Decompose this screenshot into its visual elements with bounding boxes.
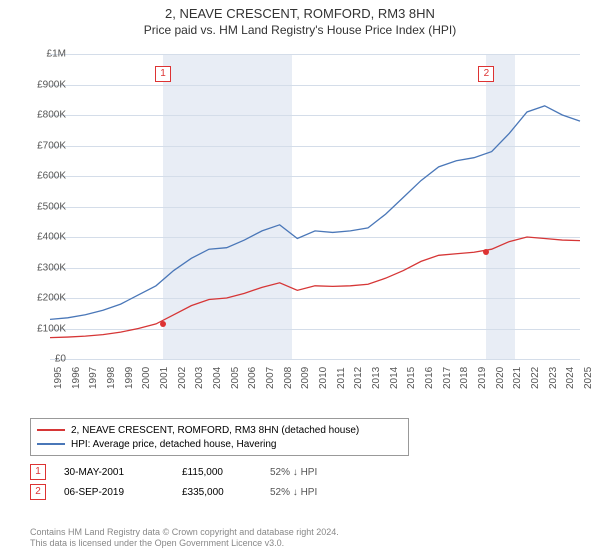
x-axis-label: 2004: [212, 367, 223, 389]
legend-swatch: [37, 443, 65, 445]
footer-line-2: This data is licensed under the Open Gov…: [30, 538, 339, 550]
legend-label: HPI: Average price, detached house, Have…: [71, 439, 277, 450]
x-axis-label: 2008: [283, 367, 294, 389]
sale-date: 30-MAY-2001: [64, 467, 164, 478]
x-axis-label: 2000: [141, 367, 152, 389]
sale-row: 2 06-SEP-2019 £335,000 52% ↓ HPI: [30, 482, 317, 502]
series-line: [50, 237, 580, 338]
x-axis-label: 2005: [230, 367, 241, 389]
sale-marker-box: 1: [30, 464, 46, 480]
y-axis-label: £700K: [26, 140, 66, 151]
x-axis-label: 2019: [477, 367, 488, 389]
sale-pct: 52% ↓ HPI: [270, 487, 317, 498]
y-axis-label: £300K: [26, 262, 66, 273]
x-axis-label: 2017: [442, 367, 453, 389]
sale-pct: 52% ↓ HPI: [270, 467, 317, 478]
legend-row: HPI: Average price, detached house, Have…: [37, 437, 402, 451]
y-axis-label: £200K: [26, 293, 66, 304]
y-axis-label: £0: [26, 354, 66, 365]
chart-area: 12: [50, 54, 580, 359]
chart-titles: 2, NEAVE CRESCENT, ROMFORD, RM3 8HN Pric…: [0, 0, 600, 37]
sale-row: 1 30-MAY-2001 £115,000 52% ↓ HPI: [30, 462, 317, 482]
x-axis-label: 2021: [512, 367, 523, 389]
legend-box: 2, NEAVE CRESCENT, ROMFORD, RM3 8HN (det…: [30, 418, 409, 456]
sale-marker-label: 1: [155, 66, 171, 82]
y-axis-label: £800K: [26, 110, 66, 121]
x-axis-label: 1996: [71, 367, 82, 389]
x-axis-label: 2022: [530, 367, 541, 389]
x-axis-label: 2010: [318, 367, 329, 389]
x-axis-label: 2007: [265, 367, 276, 389]
x-axis-label: 1997: [88, 367, 99, 389]
x-axis-label: 2023: [548, 367, 559, 389]
sale-marker-box: 2: [30, 484, 46, 500]
x-axis-label: 2013: [371, 367, 382, 389]
line-chart-svg: [50, 54, 580, 359]
title-line-1: 2, NEAVE CRESCENT, ROMFORD, RM3 8HN: [0, 6, 600, 21]
x-axis-label: 1999: [124, 367, 135, 389]
y-axis-label: £100K: [26, 323, 66, 334]
x-axis-label: 2018: [459, 367, 470, 389]
sale-price: £335,000: [182, 487, 252, 498]
x-axis-label: 2001: [159, 367, 170, 389]
legend-swatch: [37, 429, 65, 431]
sale-marker-dot: [483, 249, 489, 255]
x-axis-label: 1998: [106, 367, 117, 389]
footer-line-1: Contains HM Land Registry data © Crown c…: [30, 527, 339, 539]
y-axis-label: £500K: [26, 201, 66, 212]
series-line: [50, 106, 580, 320]
x-axis-label: 2002: [177, 367, 188, 389]
x-axis-label: 2003: [194, 367, 205, 389]
title-line-2: Price paid vs. HM Land Registry's House …: [0, 23, 600, 37]
x-axis-label: 2024: [565, 367, 576, 389]
sales-table: 1 30-MAY-2001 £115,000 52% ↓ HPI 2 06-SE…: [30, 462, 317, 502]
legend-label: 2, NEAVE CRESCENT, ROMFORD, RM3 8HN (det…: [71, 425, 359, 436]
gridline-horizontal: [50, 359, 580, 360]
x-axis-label: 2009: [300, 367, 311, 389]
x-axis-label: 2012: [353, 367, 364, 389]
y-axis-label: £900K: [26, 79, 66, 90]
sale-price: £115,000: [182, 467, 252, 478]
x-axis-label: 2011: [336, 367, 347, 389]
sale-marker-label: 2: [478, 66, 494, 82]
x-axis-label: 2025: [583, 367, 594, 389]
x-axis-label: 2015: [406, 367, 417, 389]
x-axis-label: 1995: [53, 367, 64, 389]
x-axis-label: 2006: [247, 367, 258, 389]
x-axis-label: 2014: [389, 367, 400, 389]
y-axis-label: £1M: [26, 49, 66, 60]
y-axis-label: £600K: [26, 171, 66, 182]
y-axis-label: £400K: [26, 232, 66, 243]
footer-attribution: Contains HM Land Registry data © Crown c…: [30, 527, 339, 550]
x-axis-label: 2016: [424, 367, 435, 389]
x-axis-label: 2020: [495, 367, 506, 389]
sale-date: 06-SEP-2019: [64, 487, 164, 498]
legend-row: 2, NEAVE CRESCENT, ROMFORD, RM3 8HN (det…: [37, 423, 402, 437]
sale-marker-dot: [160, 321, 166, 327]
